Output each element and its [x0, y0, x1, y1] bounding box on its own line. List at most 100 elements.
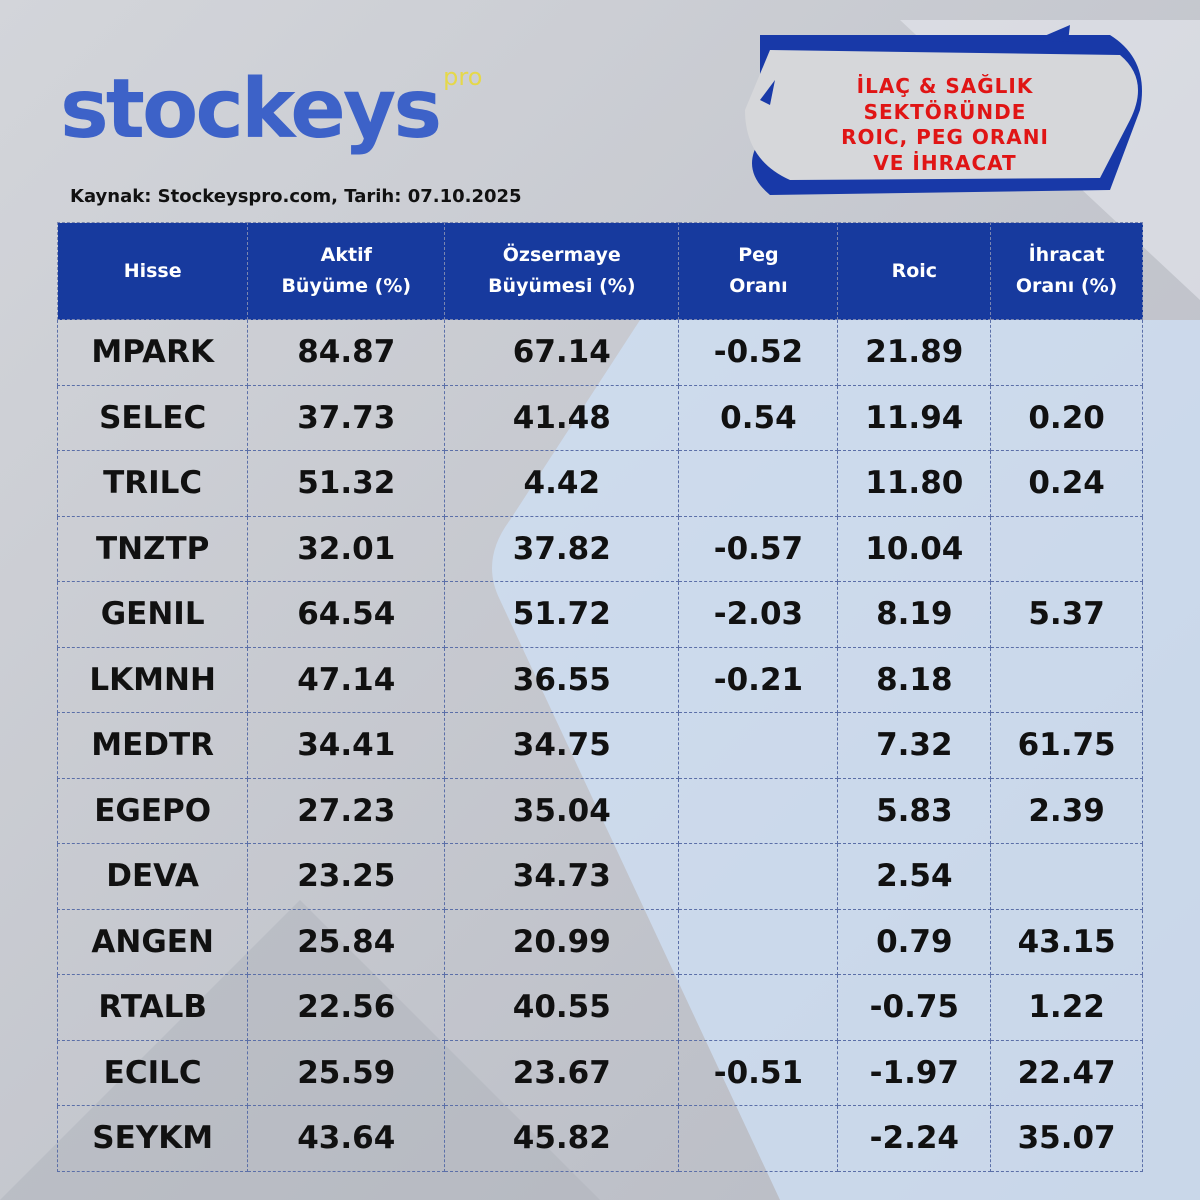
value-cell: 84.87 — [247, 319, 446, 386]
value-cell: 0.54 — [678, 384, 839, 451]
value-cell: -2.24 — [837, 1105, 992, 1172]
value-cell: 35.07 — [990, 1105, 1143, 1172]
logo-name: stockeys — [60, 62, 442, 157]
value-cell: 36.55 — [444, 646, 680, 713]
header-line: İhracat — [1028, 244, 1105, 266]
value-cell: -2.03 — [678, 581, 839, 648]
header-line: Roic — [891, 259, 938, 282]
table-row: SEYKM 43.64 45.82 -2.24 35.07 — [56, 1105, 1143, 1172]
value-cell: 64.54 — [247, 581, 446, 648]
value-cell: 41.48 — [444, 384, 680, 451]
value-cell: -1.97 — [837, 1039, 992, 1106]
value-cell: -0.51 — [678, 1039, 839, 1106]
ticker-cell: GENIL — [56, 581, 249, 648]
table-body: MPARK 84.87 67.14 -0.52 21.89 SELEC 37.73 41.48… — [56, 319, 1143, 1172]
value-cell: 47.14 — [247, 646, 446, 713]
value-cell: 61.75 — [990, 712, 1143, 779]
value-cell: 37.82 — [444, 515, 680, 582]
value-cell: 21.89 — [837, 319, 992, 386]
empty-cell — [990, 843, 1143, 910]
value-cell: 1.22 — [990, 974, 1143, 1041]
ticker-cell: ECILC — [56, 1039, 249, 1106]
value-cell: 35.04 — [444, 777, 680, 844]
header-line: Büyümesi (%) — [488, 275, 636, 297]
empty-cell — [678, 843, 839, 910]
value-cell: 5.83 — [837, 777, 992, 844]
table-row: RTALB 22.56 40.55 -0.75 1.22 — [56, 974, 1143, 1041]
value-cell: 34.41 — [247, 712, 446, 779]
empty-cell — [678, 450, 839, 517]
value-cell: -0.75 — [837, 974, 992, 1041]
empty-cell — [678, 908, 839, 975]
value-cell: 34.75 — [444, 712, 680, 779]
header-cell: Hisse — [56, 222, 249, 320]
ticker-cell: LKMNH — [56, 646, 249, 713]
ticker-cell: TRILC — [56, 450, 249, 517]
table-row: LKMNH 47.14 36.55 -0.21 8.18 — [56, 646, 1143, 713]
header-line: Oranı (%) — [1015, 275, 1118, 297]
header-line: Oranı — [729, 275, 788, 297]
table-row: MEDTR 34.41 34.75 7.32 61.75 — [56, 712, 1143, 779]
value-cell: 0.24 — [990, 450, 1143, 517]
header-cell: Aktif Büyüme (%) — [247, 222, 446, 320]
ticker-cell: ANGEN — [56, 908, 249, 975]
table-row: MPARK 84.87 67.14 -0.52 21.89 — [56, 319, 1143, 386]
empty-cell — [990, 515, 1143, 582]
empty-cell — [990, 646, 1143, 713]
header-cell: Roic — [837, 222, 992, 320]
value-cell: 0.20 — [990, 384, 1143, 451]
value-cell: 20.99 — [444, 908, 680, 975]
header-line: Aktif — [320, 244, 372, 266]
header-cell: Özsermaye Büyümesi (%) — [444, 222, 680, 320]
value-cell: 37.73 — [247, 384, 446, 451]
value-cell: 23.67 — [444, 1039, 680, 1106]
value-cell: 34.73 — [444, 843, 680, 910]
header-cell: İhracat Oranı (%) — [990, 222, 1143, 320]
table-row: TNZTP 32.01 37.82 -0.57 10.04 — [56, 515, 1143, 582]
value-cell: 10.04 — [837, 515, 992, 582]
banner-line: VE İHRACAT — [873, 150, 1017, 175]
value-cell: 0.79 — [837, 908, 992, 975]
table-row: TRILC 51.32 4.42 11.80 0.24 — [56, 450, 1143, 517]
banner-line: İLAÇ & SAĞLIK — [856, 74, 1034, 98]
header-line: Özsermaye — [502, 244, 621, 266]
value-cell: 43.15 — [990, 908, 1143, 975]
ticker-cell: MPARK — [56, 319, 249, 386]
logo: stockeys pro — [60, 62, 482, 157]
empty-cell — [678, 777, 839, 844]
header-line: Hisse — [123, 259, 182, 282]
empty-cell — [678, 974, 839, 1041]
ticker-cell: MEDTR — [56, 712, 249, 779]
value-cell: 7.32 — [837, 712, 992, 779]
value-cell: 8.19 — [837, 581, 992, 648]
header-cell: Peg Oranı — [678, 222, 839, 320]
table-row: ANGEN 25.84 20.99 0.79 43.15 — [56, 908, 1143, 975]
banner-line: ROIC, PEG ORANI — [841, 125, 1049, 149]
table-row: SELEC 37.73 41.48 0.54 11.94 0.20 — [56, 384, 1143, 451]
ticker-cell: TNZTP — [56, 515, 249, 582]
value-cell: 51.32 — [247, 450, 446, 517]
ticker-cell: SEYKM — [56, 1105, 249, 1172]
value-cell: 4.42 — [444, 450, 680, 517]
ticker-cell: RTALB — [56, 974, 249, 1041]
value-cell: 11.80 — [837, 450, 992, 517]
ticker-cell: EGEPO — [56, 777, 249, 844]
value-cell: 22.47 — [990, 1039, 1143, 1106]
source: Kaynak: Stockeyspro.com, Tarih: 07.10.20… — [70, 186, 522, 207]
value-cell: 8.18 — [837, 646, 992, 713]
ticker-cell: DEVA — [56, 843, 249, 910]
value-cell: 43.64 — [247, 1105, 446, 1172]
table-row: GENIL 64.54 51.72 -2.03 8.19 5.37 — [56, 581, 1143, 648]
value-cell: 22.56 — [247, 974, 446, 1041]
value-cell: -0.21 — [678, 646, 839, 713]
logo-suffix: pro — [443, 63, 483, 91]
value-cell: 11.94 — [837, 384, 992, 451]
value-cell: 25.59 — [247, 1039, 446, 1106]
empty-cell — [678, 1105, 839, 1172]
banner: İLAÇ & SAĞLIK SEKTÖRÜNDE ROIC, PEG ORANI VE… — [800, 74, 1090, 176]
value-cell: 5.37 — [990, 581, 1143, 648]
value-cell: 45.82 — [444, 1105, 680, 1172]
value-cell: 25.84 — [247, 908, 446, 975]
value-cell: 32.01 — [247, 515, 446, 582]
